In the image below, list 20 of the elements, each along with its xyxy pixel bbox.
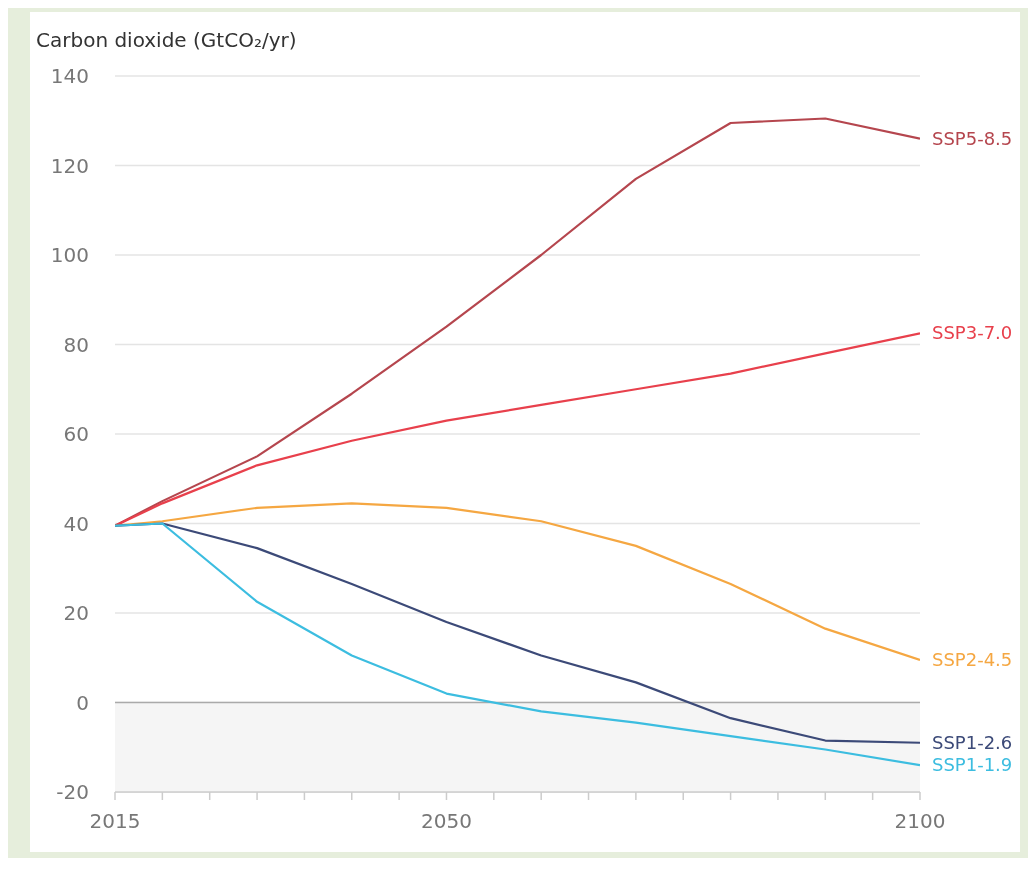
y-tick-label: 0 — [76, 690, 89, 715]
series-label: SSP3-7.0 — [932, 322, 1013, 344]
series-label: SSP2-4.5 — [932, 648, 1013, 670]
y-tick-label: 40 — [63, 511, 89, 536]
y-axis-title: Carbon dioxide (GtCO₂/yr) — [35, 27, 298, 52]
series-label: SSP1-1.9 — [932, 754, 1013, 776]
x-tick-label: 2100 — [894, 809, 946, 834]
series-label: SSP1-2.6 — [932, 731, 1013, 753]
x-tick-label: 2050 — [421, 809, 472, 834]
x-tick-label: 2015 — [89, 809, 141, 834]
y-tick-label: 80 — [63, 332, 89, 357]
y-tick-label: 100 — [50, 243, 89, 268]
y-tick-label: -20 — [56, 780, 89, 805]
y-tick-label: 140 — [50, 64, 89, 89]
y-tick-label: 20 — [63, 601, 89, 626]
line-series — [115, 502, 920, 662]
line-series — [115, 332, 920, 527]
y-tick-label: 120 — [50, 153, 89, 178]
series-label: SSP5-8.5 — [932, 127, 1013, 149]
y-tick-label: 60 — [63, 422, 89, 447]
